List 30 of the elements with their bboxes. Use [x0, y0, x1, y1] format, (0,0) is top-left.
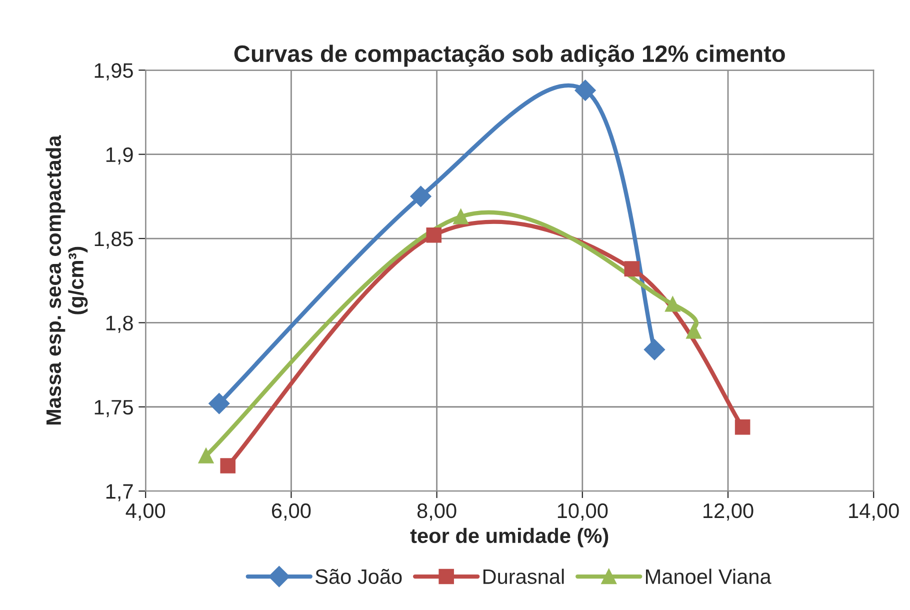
point: [624, 261, 640, 276]
y-tick-label: 1,8: [106, 316, 133, 333]
point: [453, 208, 468, 224]
point: [220, 458, 236, 474]
x-tick-label: 14,00: [849, 503, 899, 521]
legend-label: Durasnal: [483, 568, 564, 584]
x-axis-title: teor de umidade (%): [410, 528, 608, 548]
point: [734, 419, 750, 435]
point: [644, 339, 665, 360]
x-tick-label: 6,00: [272, 503, 311, 521]
legend-label: São João: [316, 568, 402, 584]
chart-title: Curvas de compactação sob adição 12% cimento: [234, 44, 785, 67]
y-tick-label: 1,85: [94, 232, 133, 249]
point: [426, 228, 442, 243]
point: [686, 323, 702, 339]
point: [665, 296, 680, 312]
point: [574, 80, 596, 101]
point: [208, 392, 230, 414]
x-tick-label: 8,00: [417, 503, 456, 521]
y-axis-title: Massa esp. seca compactada (g/cm³): [46, 135, 88, 425]
point: [198, 448, 214, 464]
point: [410, 186, 432, 207]
y-tick-label: 1,75: [94, 400, 133, 418]
y-tick-label: 1,7: [106, 484, 133, 502]
y-tick-label: 1,95: [94, 63, 133, 80]
x-tick-label: 12,00: [704, 503, 754, 521]
y-tick-label: 1,9: [106, 147, 133, 165]
x-tick-label: 4,00: [126, 503, 166, 521]
x-tick-label: 10,00: [558, 503, 608, 521]
legend-label: Manoel Viana: [646, 568, 772, 584]
